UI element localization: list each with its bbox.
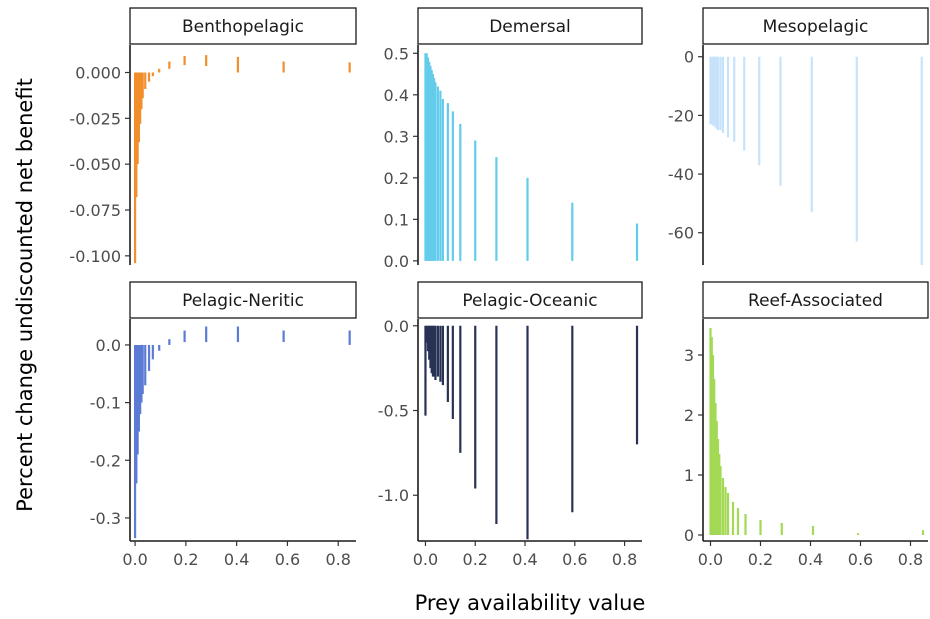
y-tick-label-reef-associated: 2 — [684, 406, 694, 425]
strip-mesopelagic — [702, 7, 929, 45]
y-tick-label-demersal: 0.0 — [384, 252, 409, 271]
y-tick-label-demersal: 0.3 — [384, 127, 409, 146]
y-tick-label-reef-associated: 0 — [684, 526, 694, 545]
x-tick-label-pelagic-neritic: 0.8 — [325, 550, 350, 569]
panel-pelagic-oceanic: Pelagic-Oceanic 0.0 -0.5 -1.0 0.0 0.2 0.4 0.6 0.… — [378, 281, 643, 569]
strip-benthopelagic — [129, 7, 357, 45]
y-tick-label-pelagic-oceanic: -1.0 — [378, 486, 409, 505]
y-tick-label-benthopelagic: -0.025 — [69, 109, 121, 128]
strip-label-mesopelagic: Mesopelagic — [763, 17, 869, 37]
panel-demersal: Demersal 0.0 0.1 0.2 0.3 0.4 0.5 — [384, 7, 643, 271]
y-tick-label-reef-associated: 1 — [684, 466, 694, 485]
strip-pelagic-neritic — [129, 281, 357, 319]
y-tick-label-benthopelagic: -0.100 — [69, 247, 121, 266]
x-tick-label-pelagic-oceanic: 0.0 — [413, 550, 438, 569]
strip-demersal — [417, 7, 643, 45]
strip-pelagic-oceanic — [417, 281, 643, 319]
x-tick-label-pelagic-oceanic: 0.4 — [512, 550, 537, 569]
strip-reef-associated — [702, 281, 929, 319]
x-tick-label-pelagic-oceanic: 0.6 — [562, 550, 587, 569]
y-tick-label-mesopelagic: -20 — [668, 106, 694, 125]
x-tick-label-reef-associated: 0.2 — [748, 550, 773, 569]
y-tick-label-demersal: 0.5 — [384, 44, 409, 63]
panel-reef-associated: Reef-Associated 0 1 2 3 0.0 0.2 0.4 0.6 0.8 — [684, 281, 929, 569]
x-tick-label-pelagic-neritic: 0.6 — [275, 550, 300, 569]
x-tick-label-pelagic-neritic: 0.2 — [173, 550, 198, 569]
strip-label-reef-associated: Reef-Associated — [748, 291, 883, 311]
y-tick-label-pelagic-neritic: 0.0 — [96, 336, 121, 355]
y-tick-label-pelagic-neritic: -0.3 — [90, 509, 121, 528]
y-tick-label-mesopelagic: -60 — [668, 224, 694, 243]
x-tick-label-reef-associated: 0.0 — [698, 550, 723, 569]
y-tick-label-pelagic-neritic: -0.1 — [90, 394, 121, 413]
y-tick-label-benthopelagic: -0.075 — [69, 201, 121, 220]
strip-label-benthopelagic: Benthopelagic — [182, 17, 304, 37]
x-tick-label-reef-associated: 0.6 — [848, 550, 873, 569]
facet-panels: Benthopelagic0.000-0.025-0.050-0.075-0.1… — [69, 7, 929, 569]
x-tick-label-pelagic-neritic: 0.0 — [122, 550, 147, 569]
y-tick-label-mesopelagic: 0 — [684, 48, 694, 67]
strip-label-demersal: Demersal — [489, 17, 571, 37]
y-tick-label-mesopelagic: -40 — [668, 165, 694, 184]
x-tick-label-reef-associated: 0.8 — [898, 550, 923, 569]
y-tick-label-benthopelagic: -0.050 — [69, 155, 121, 174]
y-tick-label-demersal: 0.4 — [384, 86, 409, 105]
y-tick-label-pelagic-oceanic: 0.0 — [384, 317, 409, 336]
x-axis-title: Prey availability value — [415, 591, 646, 615]
panel-pelagic-neritic: Pelagic-Neritic 0.0 -0.1 -0.2 -0.3 0.0 0.2 0.4 0… — [90, 281, 357, 569]
panel-benthopelagic: Benthopelagic 0.000 -0.025 -0.050 -0.075 -0.1… — [69, 7, 357, 266]
x-tick-label-pelagic-oceanic: 0.8 — [612, 550, 637, 569]
strip-label-pelagic-oceanic: Pelagic-Oceanic — [462, 291, 597, 311]
panel-mesopelagic: Mesopelagic 0 -20 -40 -60 — [668, 7, 929, 265]
y-axis-title: Percent change undiscounted net benefit — [13, 78, 37, 512]
y-tick-label-pelagic-neritic: -0.2 — [90, 451, 121, 470]
x-tick-label-reef-associated: 0.4 — [798, 550, 823, 569]
strip-label-pelagic-neritic: Pelagic-Neritic — [182, 291, 304, 311]
y-tick-label-demersal: 0.1 — [384, 210, 409, 229]
x-tick-label-pelagic-neritic: 0.4 — [224, 550, 249, 569]
y-tick-label-pelagic-oceanic: -0.5 — [378, 402, 409, 421]
y-tick-label-demersal: 0.2 — [384, 169, 409, 188]
x-tick-label-pelagic-oceanic: 0.2 — [463, 550, 488, 569]
y-tick-label-reef-associated: 3 — [684, 346, 694, 365]
y-tick-label-benthopelagic: 0.000 — [75, 64, 121, 83]
